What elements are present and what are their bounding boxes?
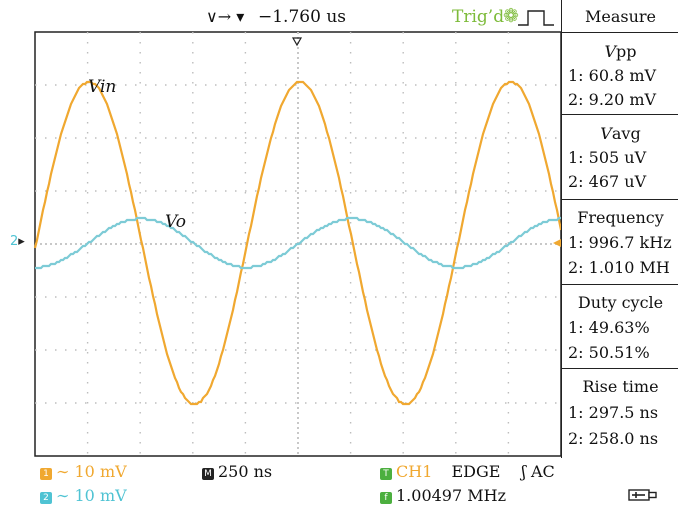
vin-waveform xyxy=(33,80,563,406)
rising-pulse-icon xyxy=(518,10,554,26)
frequency-badge: f xyxy=(380,492,392,504)
horizontal-delay-readout: −1.760 us xyxy=(258,7,346,27)
frequency-ch1-value: 1: 996.7 kHz xyxy=(568,233,672,252)
duty-cycle-heading[interactable]: Duty cycle xyxy=(577,293,664,312)
ch1-scale[interactable]: 1 ∼ 10 mV xyxy=(40,462,127,481)
vavg-ch2-value: 2: 467 uV xyxy=(568,172,647,191)
trigger-type: EDGE xyxy=(451,462,501,481)
ch2-scale[interactable]: 2 ∼ 10 mV xyxy=(40,486,127,505)
trigger-frequency: f 1.00497 MHz xyxy=(380,486,506,505)
measure-panel: Measure Vpp 1: 60.8 mV 2: 9.20 mV Vavg 1… xyxy=(561,0,678,458)
vavg-heading[interactable]: Vavg xyxy=(600,124,641,143)
vpp-ch1-value: 1: 60.8 mV xyxy=(568,66,657,85)
ch2-ground-marker[interactable]: 2▸ xyxy=(10,234,25,249)
frequency-heading[interactable]: Frequency xyxy=(577,208,664,227)
vo-waveform xyxy=(35,216,561,270)
ch2-badge: 2 xyxy=(40,492,52,504)
trigger-level-marker xyxy=(553,239,561,247)
trigger-source: CH1 xyxy=(396,462,433,481)
rise-time-heading[interactable]: Rise time xyxy=(582,377,659,396)
trigger-settings[interactable]: T CH1 EDGE ʃ AC xyxy=(380,462,555,481)
top-status-bar: ∨→ ▾ −1.760 us Trig’d ❁ xyxy=(0,0,566,32)
vpp-heading[interactable]: Vpp xyxy=(604,42,637,61)
frequency-ch2-value: 2: 1.010 MH xyxy=(568,258,670,277)
trigger-status: Trig’d xyxy=(452,7,505,27)
vpp-ch2-value: 2: 9.20 mV xyxy=(568,90,657,109)
vo-label: Vo xyxy=(165,212,186,232)
waveform-display xyxy=(33,31,563,457)
vavg-ch1-value: 1: 505 uV xyxy=(568,148,647,167)
trigger-position-arrows-icon[interactable]: ∨→ ▾ xyxy=(206,7,245,26)
ch1-badge: 1 xyxy=(40,468,52,480)
duty-cycle-ch2-value: 2: 50.51% xyxy=(568,343,650,362)
rise-time-ch1-value: 1: 297.5 ns xyxy=(568,403,659,422)
vin-label: Vin xyxy=(88,77,117,97)
gear-icon: ❁ xyxy=(503,5,519,27)
trigger-badge: T xyxy=(380,468,392,480)
timebase-badge: M xyxy=(202,468,214,480)
timebase[interactable]: M 250 ns xyxy=(202,462,272,481)
rise-time-ch2-value: 2: 258.0 ns xyxy=(568,429,659,448)
trigger-coupling: ʃ AC xyxy=(521,462,555,481)
trigger-position-marker xyxy=(291,37,303,47)
duty-cycle-ch1-value: 1: 49.63% xyxy=(568,318,650,337)
usb-icon xyxy=(628,489,657,501)
oscilloscope-screen[interactable]: Vin Vo xyxy=(33,31,563,457)
measure-title: Measure xyxy=(584,7,657,26)
